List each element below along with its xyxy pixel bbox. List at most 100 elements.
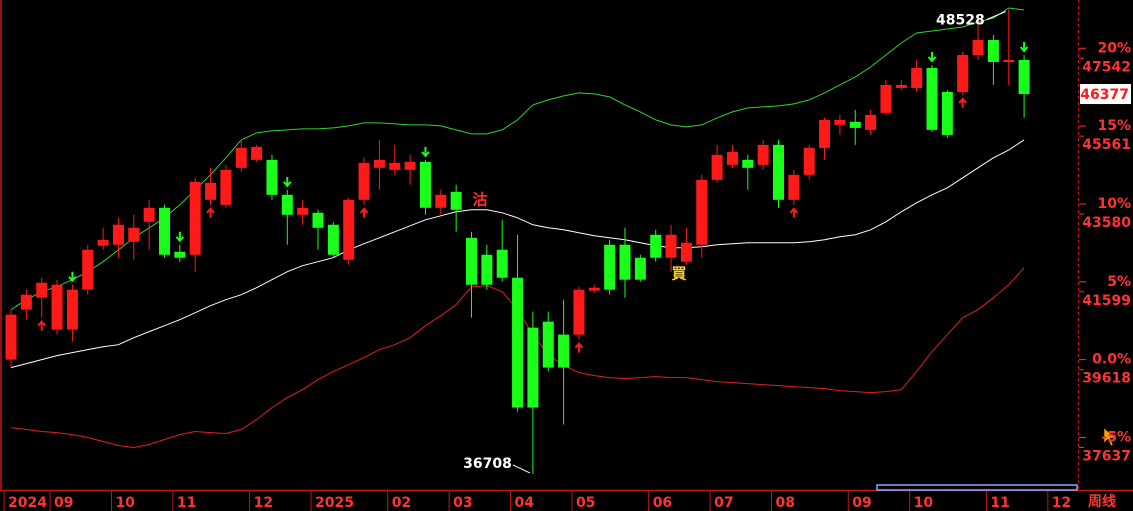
candle-body [20,294,32,310]
candle-body [36,282,48,298]
candle-body [849,121,861,128]
buy-arrow [958,97,967,108]
candle-body [957,54,969,92]
x-tick-label: 2024 [8,495,47,511]
annotation: 沽 [472,191,487,209]
y-tick-label: 37637 [1082,448,1131,464]
candle-body [205,182,217,200]
candle-body [343,199,355,260]
candle-body [174,251,186,258]
candle-body [128,227,140,242]
candle-body [327,224,339,255]
candle-body [665,234,677,258]
annotation: 買 [671,265,686,283]
candle-body [588,287,600,291]
high-leader [986,11,1006,20]
candle-body [189,181,201,255]
x-tick-label: 05 [576,495,595,511]
x-tick-label: 04 [515,495,535,511]
candle-body [419,161,431,208]
x-tick-label: 2025 [315,495,354,511]
candle-body [51,284,63,330]
buy-arrow [37,320,46,331]
candle-body [496,249,508,278]
x-tick-label: 12 [1052,495,1071,511]
candle-body [987,40,999,62]
candle-body [757,144,769,165]
candle-body [604,244,616,290]
candle-body [573,289,585,335]
candle-body [82,249,94,290]
candle-body [711,154,723,180]
x-tick-label: 09 [852,495,871,511]
buy-arrow [789,207,799,218]
candle-body [481,254,493,285]
candle-body [650,234,662,258]
candle-body [5,314,17,360]
candle-body [66,289,78,330]
candle-body [742,159,754,168]
candle-body [865,114,877,130]
x-tick-label: 10 [115,495,135,511]
scrollbar[interactable] [876,484,1078,491]
x-tick-label: 12 [254,495,273,511]
buy-arrow [574,342,584,353]
period-label: 周线 [1088,493,1116,510]
candle-body [696,179,708,245]
y2-tick-label: 15% [1097,118,1131,134]
y2-tick-label: 20% [1097,40,1131,56]
candle-body [266,159,278,195]
candle-body [680,242,692,262]
buy-arrow [359,207,369,218]
buy-arrow [206,207,215,218]
band-line [10,139,1025,369]
candle-body [220,169,232,205]
candle-body [926,67,938,130]
candle-body [281,194,293,215]
last-price-box [1080,84,1131,105]
cursor [1103,427,1116,447]
y2-tick-label: 0.0% [1092,352,1131,368]
sell-arrow [1019,41,1029,53]
candle-body [834,119,846,125]
low-leader [512,464,531,474]
candle-body [726,151,738,165]
last-price-label: 46377 [1080,87,1129,103]
candle-body [143,207,155,222]
candle-body [1018,59,1030,95]
candle-body [358,162,370,200]
y-tick-label: 39618 [1082,371,1131,387]
candle-body [773,144,784,200]
candle-body [97,239,109,246]
band-line [10,7,1025,311]
candle-body [941,91,953,135]
candle-body [404,161,416,170]
y2-tick-label: 10% [1097,196,1131,212]
sell-arrow [927,51,937,63]
x-tick-label: 11 [990,495,1009,511]
candle-body [159,207,170,255]
candle-body [512,277,524,408]
candle-body [803,147,815,175]
candle-body [634,257,646,280]
x-tick-label: 07 [714,495,733,511]
candle-body [788,174,800,200]
y-tick-label: 45561 [1082,137,1131,153]
x-tick-label: 02 [392,495,411,511]
x-tick-label: 10 [914,495,934,511]
y2-tick-label: 5% [1107,274,1131,290]
candle-body [542,321,554,368]
candle-body [558,334,570,368]
candle-body [1003,59,1015,62]
x-tick-label: 03 [453,495,472,511]
candle-body [312,212,324,228]
sell-arrow [283,176,292,188]
x-tick-label: 09 [54,495,73,511]
candle-body [297,207,309,215]
candle-body [235,147,247,168]
candle-body [389,162,401,170]
candle-body [619,244,631,280]
y-tick-label: 41599 [1082,293,1131,309]
